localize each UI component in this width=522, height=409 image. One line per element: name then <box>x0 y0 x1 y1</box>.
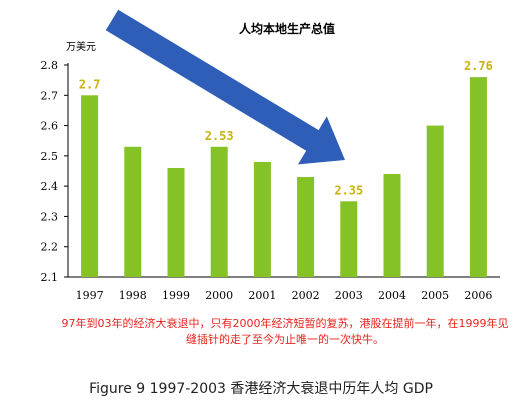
bar-group <box>81 77 487 278</box>
bar <box>426 125 444 277</box>
bar <box>340 201 358 277</box>
bar <box>210 146 228 277</box>
y-tick-label: 2.2 <box>41 241 59 254</box>
x-tick-label: 2005 <box>421 289 449 302</box>
bar <box>297 177 315 277</box>
y-tick-label: 2.8 <box>41 59 59 72</box>
bar <box>253 161 271 277</box>
x-tick-label: 2001 <box>248 289 276 302</box>
bar <box>167 167 185 277</box>
chart-title: 人均本地生产总值 <box>239 21 335 36</box>
x-tick-label: 2000 <box>205 289 233 302</box>
x-tick-label: 1999 <box>162 289 190 302</box>
x-tick-label: 1998 <box>119 289 147 302</box>
bar-chart: 人均本地生产总值 万美元 2.1 2.2 2.3 2.4 2.5 2.6 2.7 2.8 199… <box>41 9 500 302</box>
data-label: 2.76 <box>464 59 493 73</box>
data-labels: 2.7 2.53 2.35 2.76 <box>79 59 493 197</box>
figure-caption: Figure 9 1997-2003 香港经济大衰退中历年人均 GDP <box>89 381 433 397</box>
x-tick-label: 2002 <box>292 289 320 302</box>
decline-arrow-shape <box>105 9 345 165</box>
y-tick-label: 2.5 <box>41 150 59 163</box>
x-tick-label: 1997 <box>76 289 104 302</box>
data-label: 2.53 <box>205 129 234 143</box>
data-label: 2.7 <box>79 77 101 91</box>
y-tick-label: 2.7 <box>41 89 59 102</box>
bar <box>81 95 99 278</box>
bar <box>469 77 487 277</box>
tick-labels: 2.1 2.2 2.3 2.4 2.5 2.6 2.7 2.8 1997 1998 1999 2000… <box>41 59 493 302</box>
annotation-note: 97年到03年的经济大衰退中，只有2000年经济短暂的复苏，港股在提前一年，在1… <box>61 317 509 346</box>
y-tick-label: 2.6 <box>41 120 59 133</box>
y-tick-label: 2.1 <box>41 271 59 284</box>
bar <box>124 146 142 277</box>
y-tick-label: 2.4 <box>41 180 59 193</box>
y-tick-label: 2.3 <box>41 210 59 223</box>
x-tick-label: 2003 <box>335 289 363 302</box>
data-label: 2.35 <box>334 183 363 197</box>
x-tick-label: 2006 <box>464 289 492 302</box>
y-axis-unit-label: 万美元 <box>66 40 96 53</box>
decline-arrow <box>105 9 345 165</box>
x-tick-label: 2004 <box>378 289 406 302</box>
bar <box>383 174 401 277</box>
